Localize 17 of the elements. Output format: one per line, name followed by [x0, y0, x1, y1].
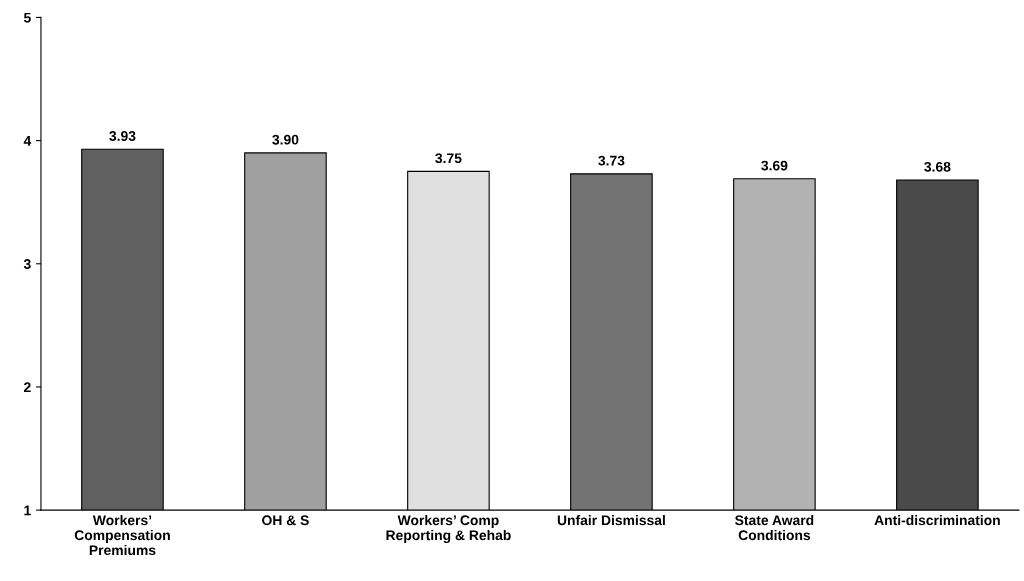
data-label: 3.90 [272, 134, 299, 145]
data-label: 3.93 [109, 131, 136, 141]
y-tick-label: 2 [24, 382, 31, 392]
data-label: 3.73 [598, 155, 625, 166]
y-tick-label: 4 [23, 136, 32, 146]
y-tick-label: 5 [23, 12, 31, 23]
x-tick-label: Unfair Dismissal [557, 514, 665, 526]
x-tick-label: State Award Conditions [735, 514, 814, 541]
data-label: 3.75 [435, 153, 462, 164]
data-label: 3.68 [924, 161, 951, 172]
x-tick-label: OH & S [262, 515, 309, 526]
data-label: 3.69 [761, 160, 788, 171]
y-tick-label: 3 [23, 259, 31, 269]
x-tick-label: Workers’ Comp Reporting & Rehab [386, 514, 511, 543]
x-tick-label: Anti-discrimination [874, 514, 1000, 526]
x-tick-label: Workers’ Compensation Premiums [74, 514, 170, 556]
y-tick-label: 1 [24, 505, 31, 516]
